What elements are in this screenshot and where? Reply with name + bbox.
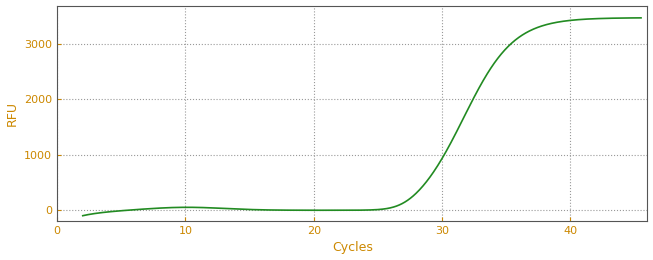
Y-axis label: RFU: RFU [6, 101, 18, 126]
X-axis label: Cycles: Cycles [332, 242, 373, 255]
